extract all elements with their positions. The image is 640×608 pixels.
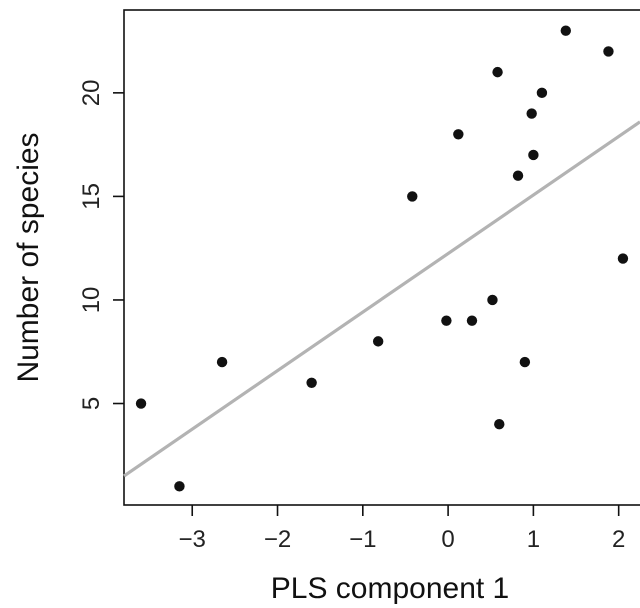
x-tick-label: 0 <box>441 526 454 553</box>
data-point <box>372 336 384 347</box>
data-point <box>174 481 185 492</box>
y-axis-label: Number of species <box>12 132 45 382</box>
x-tick-label: −3 <box>179 526 206 553</box>
data-point <box>441 315 452 326</box>
data-point <box>512 170 524 181</box>
y-tick-label: 20 <box>78 79 105 106</box>
x-tick-label: 1 <box>527 526 540 553</box>
data-point <box>617 253 629 264</box>
y-axis: 5 10 15 20 <box>78 79 124 410</box>
y-tick-label: 15 <box>78 183 105 210</box>
data-point <box>487 294 498 306</box>
y-tick-label: 10 <box>78 287 105 314</box>
data-point <box>494 419 505 430</box>
data-point <box>560 25 571 36</box>
x-tick-label: −2 <box>264 526 291 553</box>
data-point <box>453 129 464 140</box>
data-point <box>603 46 614 57</box>
data-point <box>526 108 537 119</box>
plot-frame <box>123 9 640 506</box>
data-point <box>492 66 503 78</box>
x-axis: −3 −2 −1 0 1 2 <box>179 505 625 553</box>
x-tick-label: −1 <box>349 526 376 553</box>
data-point <box>519 356 531 368</box>
data-point <box>466 315 478 326</box>
data-point <box>528 149 539 161</box>
data-point <box>306 377 317 389</box>
trend-line <box>123 120 640 478</box>
x-axis-label: PLS component 1 <box>271 572 510 605</box>
data-point <box>216 356 228 368</box>
data-point <box>407 191 418 202</box>
data-point <box>536 87 548 99</box>
data-point <box>135 398 147 409</box>
trend-line-layer <box>123 120 640 478</box>
x-tick-label: 2 <box>612 526 625 553</box>
data-points <box>135 25 629 492</box>
y-tick-label: 5 <box>78 397 105 410</box>
